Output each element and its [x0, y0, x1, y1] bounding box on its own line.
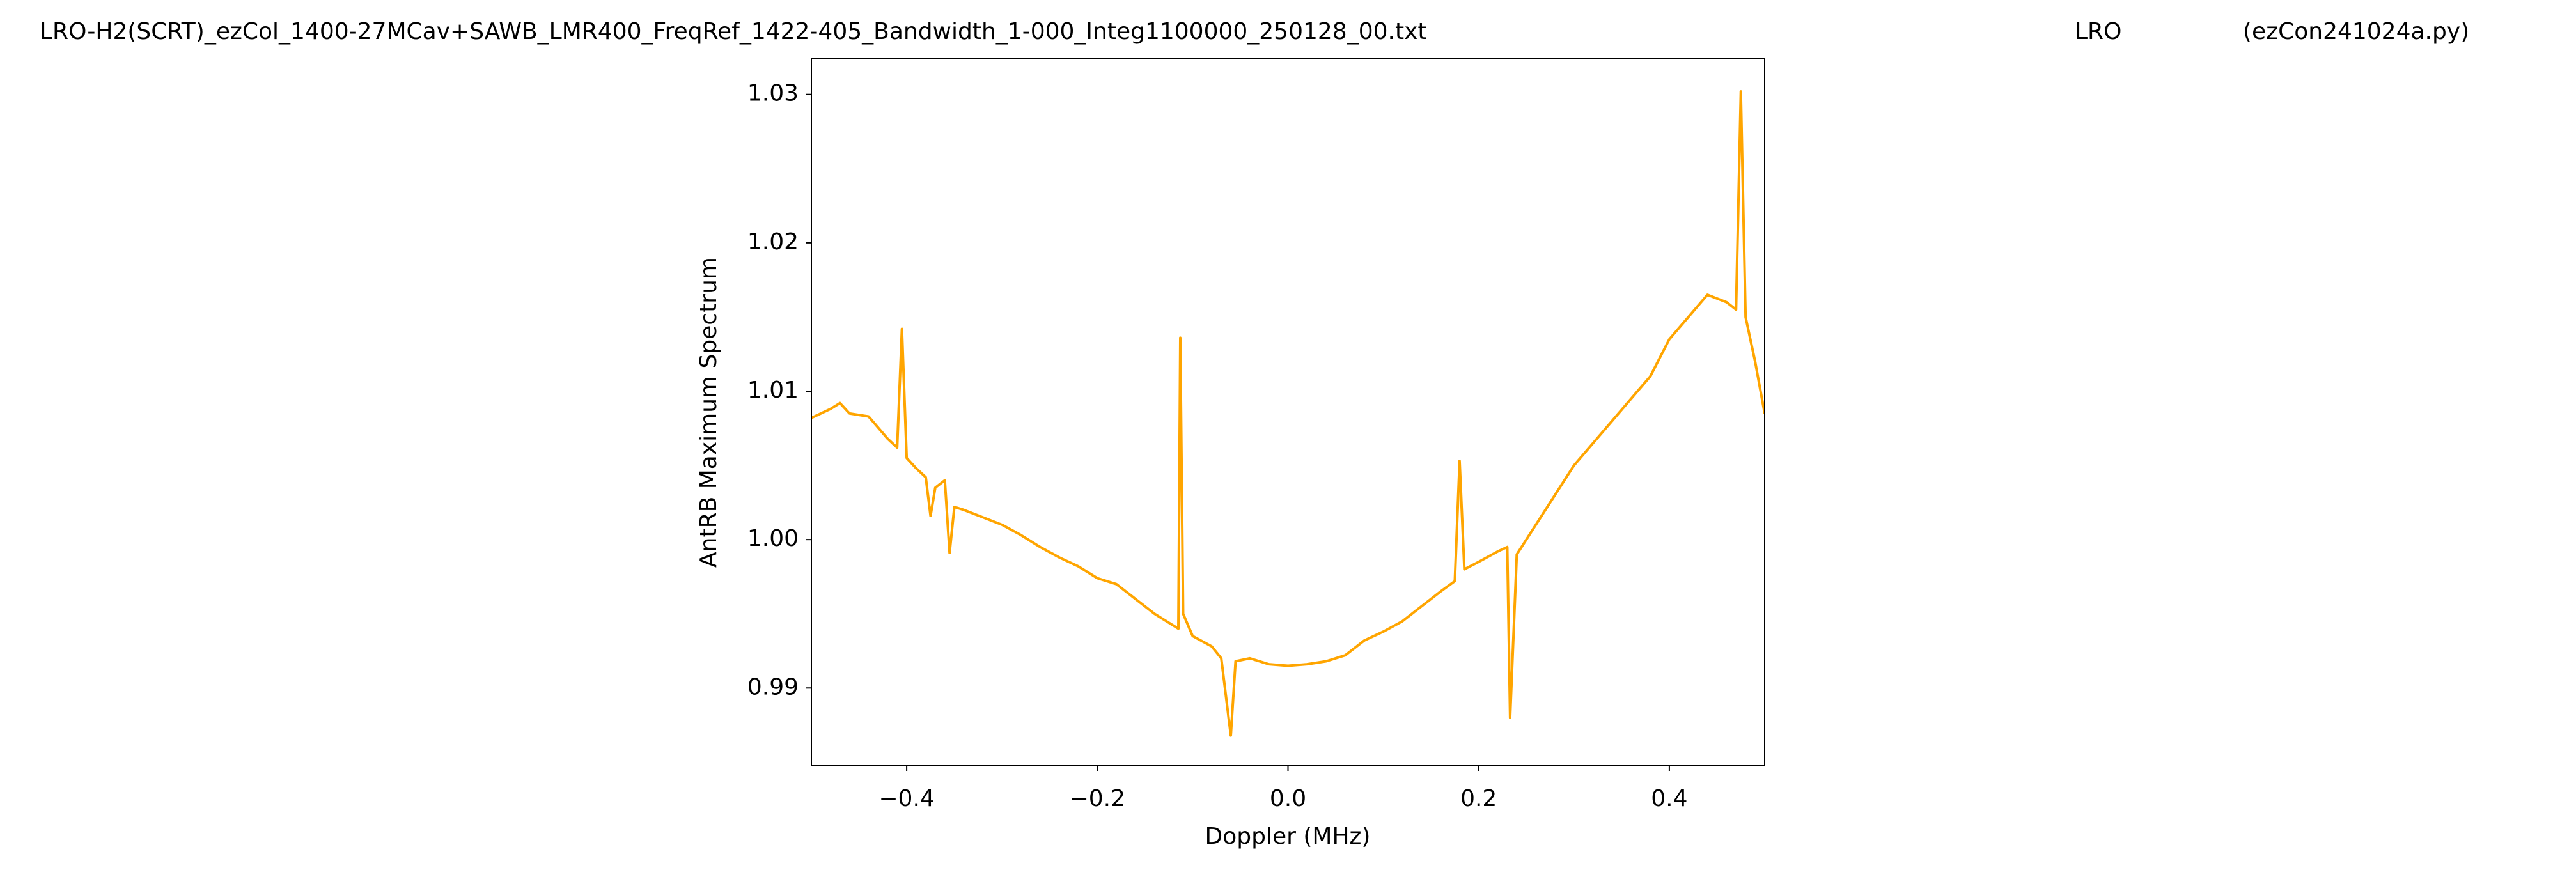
x-tick-label: 0.4 [1651, 786, 1687, 812]
x-tick-label: 0.0 [1270, 786, 1306, 812]
x-tick-label: 0.2 [1460, 786, 1497, 812]
x-tick-label: −0.4 [878, 786, 934, 812]
y-tick-label: 1.03 [747, 81, 799, 107]
annotation: LRO [2075, 19, 2121, 45]
y-tick-label: 1.01 [747, 377, 799, 403]
y-tick-label: 0.99 [747, 674, 799, 700]
x-tick-label: −0.2 [1070, 786, 1125, 812]
y-tick-label: 1.02 [747, 229, 799, 255]
y-axis-label: AntRB Maximum Spectrum [696, 257, 722, 568]
data-line [811, 90, 1765, 737]
y-tick-label: 1.00 [747, 525, 799, 552]
x-axis-label: Doppler (MHz) [1205, 823, 1371, 850]
annotation: (ezCon241024a.py) [2243, 19, 2469, 45]
chart-title: LRO-H2(SCRT)_ezCol_1400-27MCav+SAWB_LMR4… [40, 19, 1427, 45]
plot-frame [811, 58, 1765, 766]
